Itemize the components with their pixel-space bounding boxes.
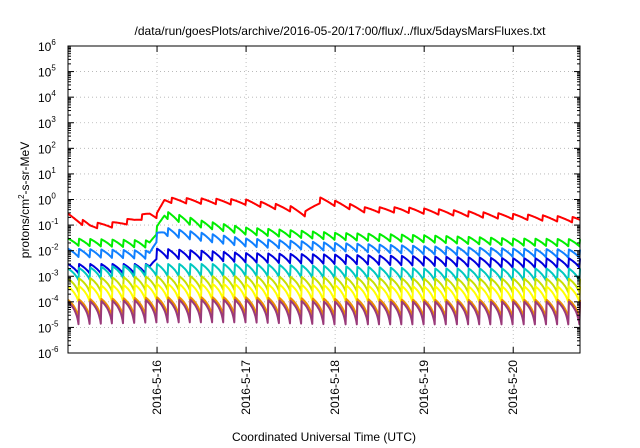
y-tick-base: 10 bbox=[38, 168, 52, 182]
x-axis-label: Coordinated Universal Time (UTC) bbox=[232, 430, 416, 444]
series-line-7 bbox=[67, 283, 581, 304]
y-tick-base: 10 bbox=[38, 347, 52, 361]
x-tick-label: 2016-5-17 bbox=[239, 360, 253, 415]
y-tick-label: 101 bbox=[38, 166, 56, 182]
series-line-2 bbox=[67, 211, 581, 249]
y-tick-base: 10 bbox=[38, 142, 52, 156]
y-tick-exponent: 4 bbox=[51, 89, 56, 98]
y-tick-label: 104 bbox=[38, 89, 56, 105]
y-tick-label: 100 bbox=[38, 192, 56, 208]
y-tick-label: 10-1 bbox=[38, 217, 59, 233]
y-tick-base: 10 bbox=[38, 270, 52, 284]
y-tick-label: 10-3 bbox=[38, 268, 59, 284]
x-tick-label: 2016-5-18 bbox=[328, 360, 342, 415]
y-tick-exponent: 3 bbox=[51, 115, 56, 124]
y-tick-exponent: -1 bbox=[51, 217, 59, 226]
y-tick-base: 10 bbox=[38, 219, 52, 233]
series-line-4 bbox=[67, 247, 581, 275]
y-tick-label: 106 bbox=[38, 38, 56, 54]
y-tick-base: 10 bbox=[38, 296, 52, 310]
series-line-1 bbox=[67, 196, 581, 230]
y-axis-label: protons/cm2-s-sr-MeV bbox=[17, 142, 32, 258]
x-tick-label: 2016-5-20 bbox=[506, 360, 520, 415]
y-tick-label: 103 bbox=[38, 115, 56, 131]
y-tick-exponent: -4 bbox=[51, 294, 59, 303]
y-tick-exponent: 1 bbox=[51, 166, 56, 175]
x-tick-label: 2016-5-16 bbox=[150, 360, 164, 415]
y-tick-exponent: -2 bbox=[51, 243, 59, 252]
y-axis: 10-610-510-410-310-210-11001011021031041… bbox=[38, 38, 580, 361]
x-axis: 2016-5-16 2016-5-17 2016-5-18 2016-5-19 2016… bbox=[150, 46, 520, 415]
y-tick-exponent: -6 bbox=[51, 345, 59, 354]
series-line-5 bbox=[67, 263, 581, 282]
y-tick-exponent: -5 bbox=[51, 319, 59, 328]
series-line-3 bbox=[67, 227, 581, 260]
y-tick-exponent: -3 bbox=[51, 268, 59, 277]
series-layer bbox=[67, 196, 581, 326]
y-tick-exponent: 2 bbox=[51, 140, 56, 149]
series-line-6 bbox=[67, 275, 581, 294]
y-tick-label: 105 bbox=[38, 64, 56, 80]
series-line-8 bbox=[67, 296, 581, 319]
y-tick-base: 10 bbox=[38, 66, 52, 80]
y-tick-label: 10-6 bbox=[38, 345, 59, 361]
y-tick-base: 10 bbox=[38, 91, 52, 105]
y-tick-base: 10 bbox=[38, 40, 52, 54]
y-tick-base: 10 bbox=[38, 245, 52, 259]
y-tick-label: 10-2 bbox=[38, 243, 59, 259]
y-tick-exponent: 0 bbox=[51, 192, 56, 201]
y-tick-base: 10 bbox=[38, 194, 52, 208]
y-tick-base: 10 bbox=[38, 321, 52, 335]
y-tick-label: 10-4 bbox=[38, 294, 59, 310]
y-tick-exponent: 5 bbox=[51, 64, 56, 73]
chart-title: /data/run/goesPlots/archive/2016-05-20/1… bbox=[135, 24, 547, 38]
x-tick-label: 2016-5-19 bbox=[417, 360, 431, 415]
y-tick-base: 10 bbox=[38, 117, 52, 131]
y-tick-label: 102 bbox=[38, 140, 56, 156]
y-tick-label: 10-5 bbox=[38, 319, 59, 335]
y-tick-exponent: 6 bbox=[51, 38, 56, 47]
series-line-9 bbox=[67, 298, 581, 326]
